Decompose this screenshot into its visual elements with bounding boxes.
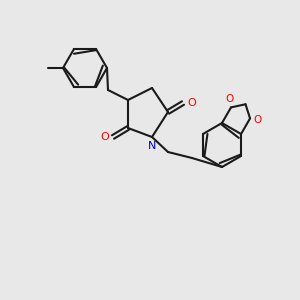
Text: O: O: [187, 98, 196, 108]
Text: O: O: [226, 94, 234, 104]
Text: O: O: [253, 116, 261, 125]
Text: N: N: [148, 141, 156, 151]
Text: O: O: [100, 132, 109, 142]
